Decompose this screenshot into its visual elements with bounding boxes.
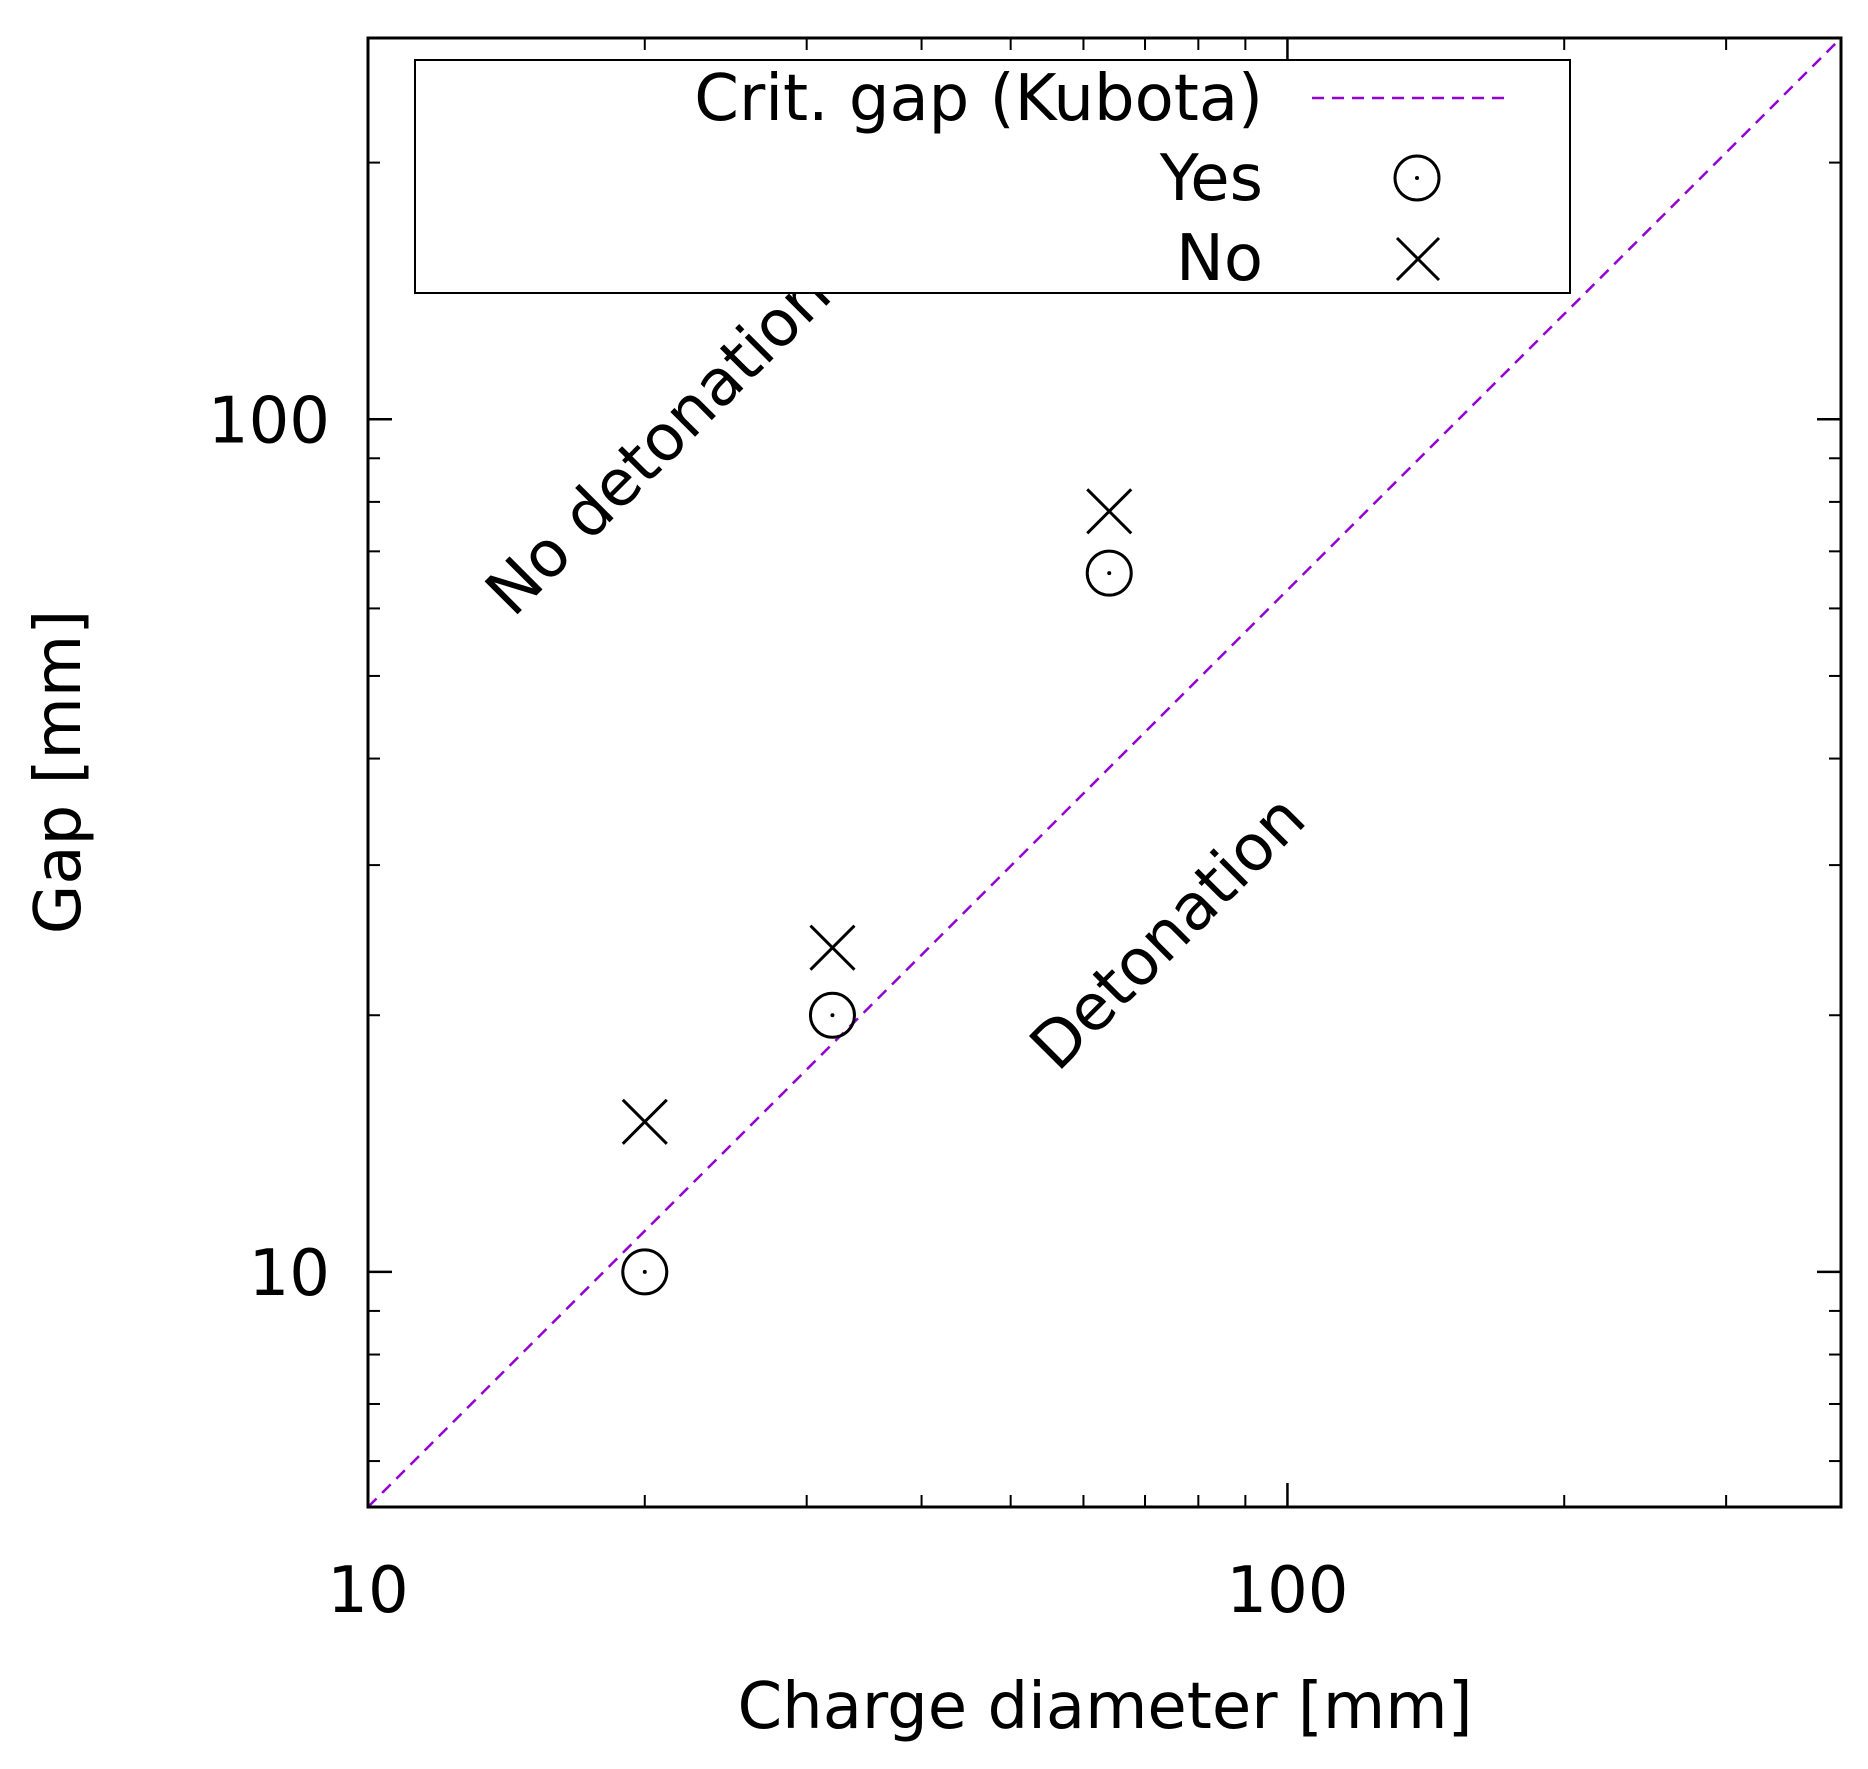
data-point-yes <box>1085 549 1133 597</box>
legend-label-no: No <box>1176 222 1263 296</box>
data-point-no <box>809 924 856 971</box>
legend-label-crit-gap: Crit. gap (Kubota) <box>694 62 1263 136</box>
data-point-no <box>1086 488 1133 535</box>
data-point-yes <box>808 991 856 1039</box>
data-point-no <box>621 1098 668 1145</box>
y-tick-label-100: 100 <box>208 384 330 458</box>
series-layer <box>367 37 1842 1508</box>
legend-label-yes: Yes <box>1159 142 1263 216</box>
x-tick-label-100: 100 <box>1226 1554 1348 1628</box>
x-tick-label-10: 10 <box>327 1554 408 1628</box>
legend-marker-yes <box>1393 154 1441 202</box>
plot-frame <box>366 36 1843 1509</box>
legend: Crit. gap (Kubota) Yes No <box>414 59 1571 296</box>
major-ticks: 10 100 10 100 <box>208 38 1841 1628</box>
minor-ticks <box>368 38 1841 1507</box>
x-axis-label: Charge diameter [mm] <box>737 1670 1472 1744</box>
data-point-yes <box>621 1248 669 1296</box>
y-axis-label: Gap [mm] <box>22 610 96 934</box>
y-tick-label-10: 10 <box>249 1237 330 1311</box>
series-line-crit-gap-kubota <box>367 37 1842 1508</box>
legend-marker-no <box>1395 236 1441 282</box>
